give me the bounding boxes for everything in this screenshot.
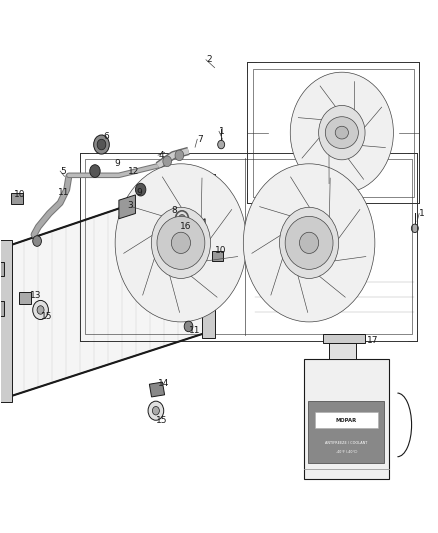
Text: 7: 7 — [197, 135, 203, 144]
Polygon shape — [0, 240, 12, 402]
Text: 16: 16 — [180, 222, 191, 231]
Bar — [253, 69, 414, 197]
Ellipse shape — [157, 216, 205, 269]
FancyBboxPatch shape — [0, 262, 4, 276]
Circle shape — [152, 407, 159, 415]
Text: 6: 6 — [104, 132, 110, 141]
Text: 13: 13 — [30, 291, 41, 300]
Ellipse shape — [318, 106, 365, 160]
Ellipse shape — [115, 164, 247, 322]
Circle shape — [148, 401, 164, 420]
Text: ANTIFREEZE / COOLANT: ANTIFREEZE / COOLANT — [325, 441, 367, 445]
Polygon shape — [149, 382, 165, 397]
Polygon shape — [322, 334, 365, 343]
Polygon shape — [315, 413, 378, 428]
Text: 5: 5 — [60, 166, 66, 175]
Polygon shape — [196, 219, 205, 236]
Text: 10: 10 — [14, 190, 26, 199]
Text: 4: 4 — [158, 151, 164, 160]
Text: 11: 11 — [188, 326, 200, 335]
Polygon shape — [304, 359, 389, 479]
Text: 10: 10 — [215, 246, 226, 255]
Text: -40°F (-40°C): -40°F (-40°C) — [336, 450, 357, 454]
Bar — [247, 62, 419, 203]
Text: 1: 1 — [219, 127, 225, 136]
Polygon shape — [329, 343, 357, 359]
Polygon shape — [119, 195, 135, 219]
Text: 8: 8 — [171, 206, 177, 215]
Text: 3: 3 — [127, 201, 133, 210]
Circle shape — [163, 156, 172, 167]
Text: 17: 17 — [367, 336, 378, 345]
Text: 9: 9 — [136, 188, 142, 197]
Circle shape — [411, 224, 418, 232]
Ellipse shape — [335, 126, 349, 139]
Polygon shape — [308, 401, 385, 463]
Bar — [80, 152, 417, 341]
Text: 11: 11 — [58, 188, 70, 197]
Ellipse shape — [285, 216, 333, 269]
Ellipse shape — [290, 72, 393, 193]
Ellipse shape — [151, 207, 211, 278]
Circle shape — [90, 165, 100, 177]
Ellipse shape — [244, 164, 375, 322]
Text: 2: 2 — [206, 55, 212, 64]
Text: 14: 14 — [158, 378, 170, 387]
Text: 9: 9 — [115, 159, 120, 167]
Polygon shape — [201, 174, 215, 338]
Polygon shape — [10, 179, 206, 397]
Polygon shape — [19, 292, 31, 304]
FancyBboxPatch shape — [0, 302, 4, 316]
Circle shape — [179, 215, 185, 223]
Text: MOPAR: MOPAR — [336, 418, 357, 423]
Circle shape — [37, 306, 44, 314]
Circle shape — [135, 183, 146, 196]
Polygon shape — [11, 193, 23, 204]
Circle shape — [33, 236, 42, 246]
Ellipse shape — [300, 232, 319, 254]
Circle shape — [94, 135, 110, 154]
Ellipse shape — [171, 232, 191, 254]
Polygon shape — [212, 251, 223, 261]
Text: 15: 15 — [41, 312, 52, 321]
Circle shape — [97, 139, 106, 150]
Ellipse shape — [325, 117, 358, 149]
Bar — [85, 159, 412, 334]
Circle shape — [175, 150, 184, 160]
Circle shape — [218, 140, 225, 149]
Ellipse shape — [279, 207, 339, 278]
Text: 15: 15 — [156, 416, 167, 425]
Circle shape — [33, 301, 48, 319]
Text: 12: 12 — [127, 166, 139, 175]
Text: 1: 1 — [419, 209, 425, 218]
Circle shape — [184, 321, 193, 332]
